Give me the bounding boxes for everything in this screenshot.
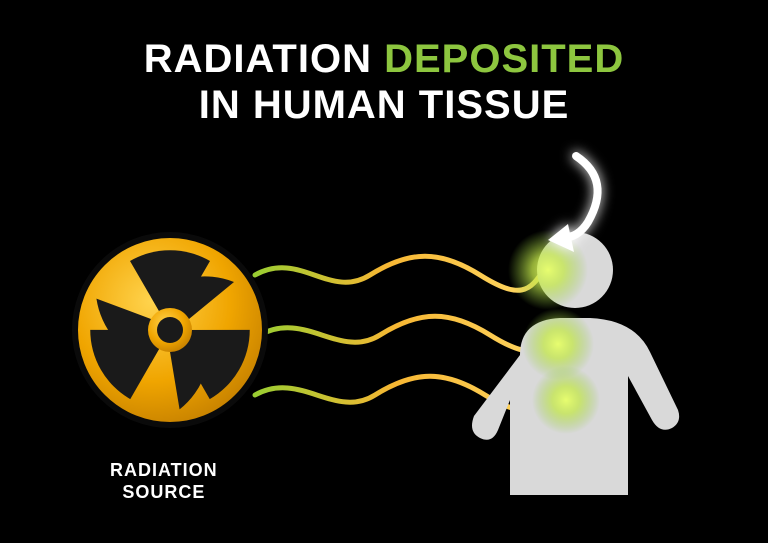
source-label-line1: RADIATION bbox=[110, 460, 218, 482]
wave-1 bbox=[255, 256, 545, 290]
source-label: RADIATION SOURCE bbox=[110, 460, 218, 503]
wave-2 bbox=[260, 316, 560, 351]
glow-spot-chest bbox=[532, 366, 600, 434]
glow-spot-head bbox=[508, 230, 588, 310]
radiation-symbol bbox=[75, 235, 265, 425]
trefoil-center-dot bbox=[157, 317, 183, 343]
source-label-line2: SOURCE bbox=[110, 482, 218, 504]
